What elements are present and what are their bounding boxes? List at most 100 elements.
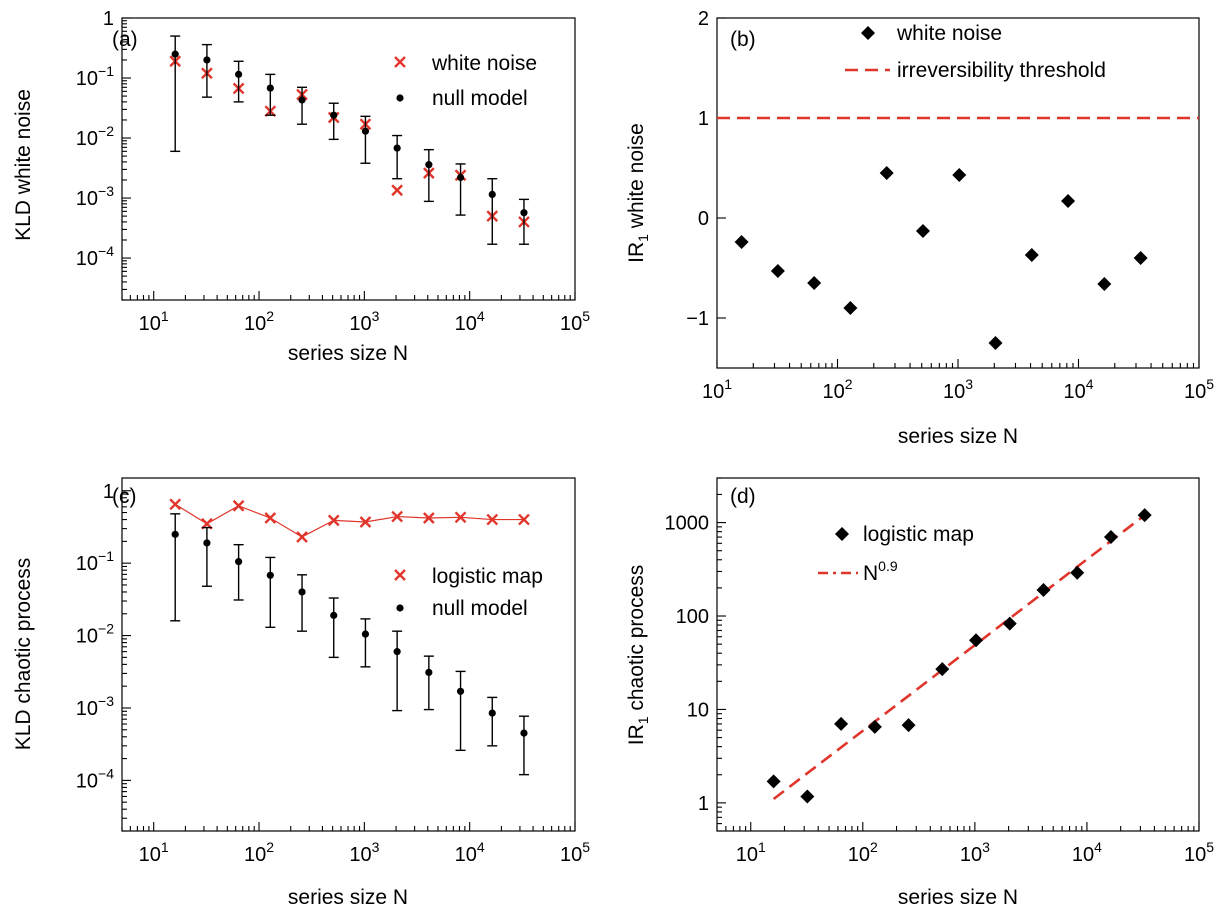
legend-entry-white-noise-a: white noise xyxy=(431,52,537,75)
x-tick-base-b: 10 xyxy=(1184,381,1206,403)
point-logistic-map-c xyxy=(454,511,467,524)
x-tick-exp-a: 3 xyxy=(372,308,380,324)
panel-d: (d) series size N IR1 chaotic process 10… xyxy=(625,477,1214,909)
point-logistic-map-d xyxy=(766,774,781,789)
legend-entry-null-model-a: null model xyxy=(432,87,528,110)
x-tick-base-d: 10 xyxy=(1072,844,1094,866)
x-tick-base-a: 10 xyxy=(244,313,266,335)
point-null-model-c xyxy=(488,709,496,717)
legend-entry-null-model-c: null model xyxy=(432,597,528,620)
y-tick-exp-c: −3 xyxy=(98,693,114,709)
y-axis-label-b-rest: white noise xyxy=(625,123,648,234)
marks-d xyxy=(766,508,1152,804)
x-tick-label-c: 105 xyxy=(560,839,590,866)
x-tick-label-c: 103 xyxy=(349,839,379,866)
y-tick-base-a: 10 xyxy=(76,188,98,210)
y-tick-label-a: 1 xyxy=(103,8,114,30)
error-bar-c xyxy=(423,655,434,711)
panel-label-b: (b) xyxy=(730,28,756,51)
x-tick-base-a: 10 xyxy=(455,313,477,335)
error-bar-c xyxy=(360,618,371,668)
x-tick-base-a: 10 xyxy=(139,313,161,335)
y-tick-label-d: 1000 xyxy=(665,513,710,535)
y-axis-label-b-main: IR xyxy=(625,242,648,263)
y-tick-label-a: 10−3 xyxy=(76,183,114,210)
point-null-model-a xyxy=(171,50,179,58)
x-tick-label-b: 103 xyxy=(943,376,973,403)
x-tick-label-d: 105 xyxy=(1184,839,1214,866)
point-null-model-a xyxy=(298,96,306,104)
x-tick-label-b: 105 xyxy=(1184,376,1214,403)
x-tick-exp-a: 1 xyxy=(161,308,169,324)
y-tick-label-b: 0 xyxy=(698,208,709,230)
fit-line-d xyxy=(772,514,1146,801)
x-tick-base-c: 10 xyxy=(139,844,161,866)
error-bar-a xyxy=(423,148,434,203)
panel-label-d: (d) xyxy=(730,485,756,508)
error-bar-c xyxy=(265,556,276,629)
y-tick-label-c: 1 xyxy=(103,481,114,503)
point-white-noise-b xyxy=(770,264,785,278)
y-tick-label-a: 10−1 xyxy=(76,63,114,90)
x-tick-exp-c: 4 xyxy=(477,839,485,855)
x-tick-base-d: 10 xyxy=(736,844,758,866)
x-tick-label-d: 101 xyxy=(736,839,766,866)
x-tick-base-a: 10 xyxy=(560,313,582,335)
point-null-model-a xyxy=(456,173,465,182)
point-white-noise-b xyxy=(843,301,858,315)
y-tick-exp-a: −4 xyxy=(98,243,114,259)
x-tick-label-b: 101 xyxy=(702,376,732,403)
marks-a xyxy=(169,35,530,245)
panel-c: (c) series size N KLD chaotic process 10… xyxy=(12,477,590,909)
legend-marker-white-noise-b xyxy=(861,26,875,40)
point-logistic-map-c xyxy=(518,513,530,526)
x-tick-exp-b: 2 xyxy=(845,376,853,392)
error-bar-a xyxy=(360,115,371,164)
point-null-model-a xyxy=(330,111,338,119)
x-tick-label-a: 103 xyxy=(349,308,379,335)
x-tick-base-b: 10 xyxy=(943,381,965,403)
y-tick-exp-c: −1 xyxy=(98,548,114,564)
y-tick-exp-a: −3 xyxy=(98,183,114,199)
x-axis-label-c: series size N xyxy=(288,886,408,909)
x-axis-label-d: series size N xyxy=(898,886,1018,909)
x-tick-label-b: 104 xyxy=(1063,376,1093,403)
point-null-model-c xyxy=(456,687,465,695)
legend-c: logistic map null model xyxy=(394,565,543,620)
marks-c xyxy=(169,498,530,776)
point-null-model-a xyxy=(425,161,433,169)
legend-marker-null-model-c xyxy=(396,604,404,612)
x-tick-base-b: 10 xyxy=(822,381,844,403)
point-white-noise-b xyxy=(734,235,749,249)
y-tick-base-a: 10 xyxy=(76,248,98,270)
x-tick-label-b: 102 xyxy=(822,376,852,403)
y-tick-label-a: 10−4 xyxy=(76,243,114,270)
error-bar-a xyxy=(201,43,212,98)
point-null-model-c xyxy=(393,648,401,656)
y-tick-exp-c: −2 xyxy=(98,621,114,637)
y-tick-base-b: 0 xyxy=(698,208,709,230)
y-tick-base-b: 2 xyxy=(698,8,709,30)
point-null-model-a xyxy=(266,84,274,92)
error-bar-c xyxy=(328,597,339,659)
point-null-model-c xyxy=(298,588,306,596)
legend-marker-null-model-a xyxy=(396,94,404,102)
legend-entry-fit-d-exp: 0.9 xyxy=(878,558,898,574)
legend-entry-threshold-b: irreversibility threshold xyxy=(897,59,1106,82)
point-null-model-c xyxy=(266,571,274,579)
point-white-noise-b xyxy=(807,276,822,290)
point-logistic-map-c xyxy=(232,499,245,512)
point-null-model-c xyxy=(330,611,338,619)
x-tick-base-c: 10 xyxy=(244,844,266,866)
x-tick-base-d: 10 xyxy=(960,844,982,866)
plot-frame-c xyxy=(121,477,576,832)
point-null-model-a xyxy=(520,209,528,217)
x-tick-exp-b: 1 xyxy=(724,376,732,392)
error-bar-c xyxy=(233,543,244,601)
x-tick-base-d: 10 xyxy=(848,844,870,866)
legend-marker-logistic-map-d xyxy=(835,527,849,541)
x-tick-label-a: 102 xyxy=(244,308,274,335)
point-logistic-map-d xyxy=(1103,530,1118,545)
